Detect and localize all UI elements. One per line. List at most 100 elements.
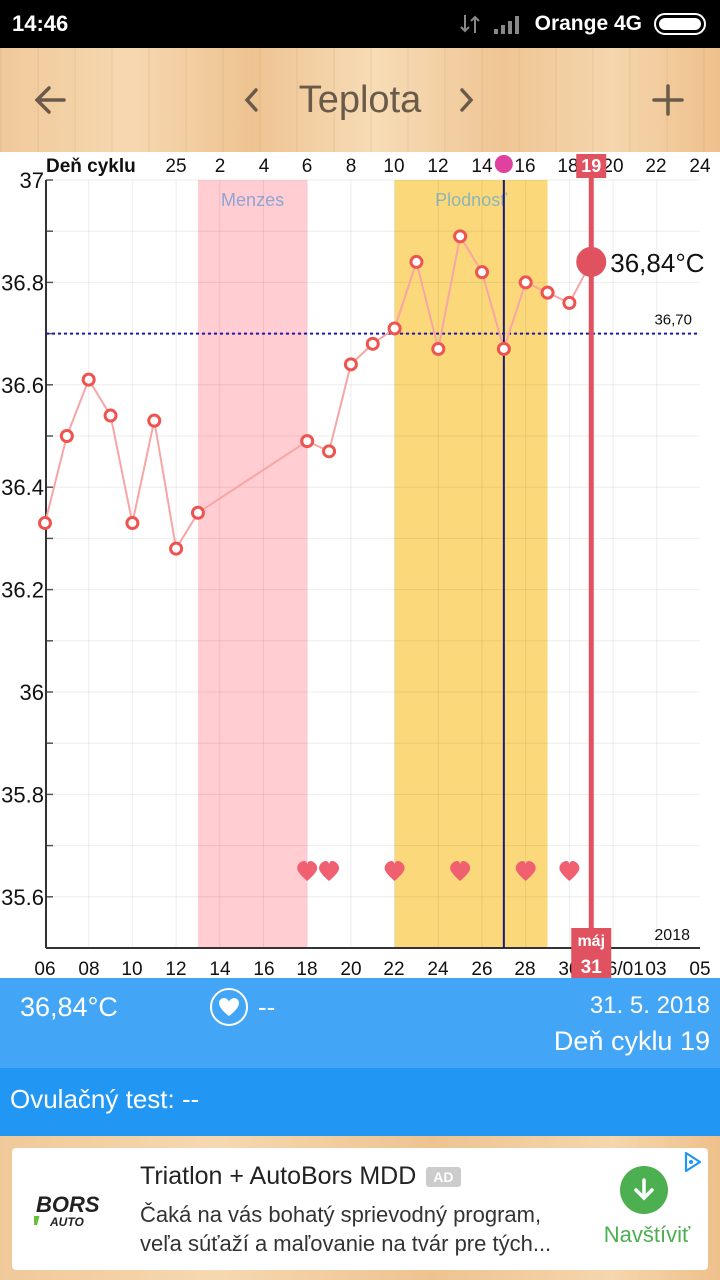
y-tick-label: 36.4 <box>1 475 44 500</box>
selected-temperature-point <box>576 246 607 277</box>
back-button[interactable] <box>18 48 82 152</box>
band-label-0: Menzes <box>221 190 284 210</box>
intercourse-heart-icon <box>319 861 340 881</box>
selected-cycle-day-box <box>576 154 607 178</box>
selected-date-label: 31 <box>581 957 603 978</box>
svg-text:AUTO: AUTO <box>49 1215 84 1229</box>
temperature-point <box>365 336 380 351</box>
cycle-tick-label: 18 <box>557 156 578 177</box>
advertiser-logo: BORS AUTO <box>34 1192 100 1229</box>
date-tick-label: 18 <box>296 959 317 978</box>
battery-icon <box>654 13 706 35</box>
selected-cycle-day: Deň cyklu 19 <box>553 1026 710 1056</box>
coverline-label: 36,70 <box>654 312 692 329</box>
selected-temperature-label: 36,84°C <box>610 248 704 278</box>
ad-download-icon[interactable] <box>620 1166 668 1214</box>
ad-banner[interactable]: BORS AUTO Triatlon + AutoBors MDD AD Čak… <box>12 1148 708 1270</box>
date-tick-label: 10 <box>121 959 142 978</box>
date-tick-label: 05 <box>689 959 710 978</box>
temperature-point <box>431 341 446 356</box>
intercourse-button[interactable] <box>210 988 248 1026</box>
toolbar: Teplota <box>0 48 720 152</box>
selected-temperature: 36,84°C <box>20 992 118 1022</box>
cycle-tick-label: 2 <box>215 156 226 177</box>
temperature-point <box>496 341 511 356</box>
year-label: 2018 <box>654 927 690 944</box>
arrow-down-icon <box>634 1178 654 1201</box>
temperature-point <box>562 295 577 310</box>
intercourse-value: -- <box>258 992 276 1022</box>
selected-cycle-day-label: 19 <box>581 156 601 176</box>
selected-date: 31. 5. 2018 <box>589 992 710 1019</box>
temperature-point <box>409 254 424 269</box>
previous-button[interactable] <box>230 48 274 152</box>
heart-icon <box>219 998 239 1016</box>
add-button[interactable] <box>636 48 700 152</box>
temperature-chart[interactable]: Menzes Plodnosť 37 36.8 36.6 36.4 36.2 36 35.8 35… <box>0 152 720 978</box>
temperature-point <box>518 275 533 290</box>
band-0 <box>197 180 308 948</box>
cycle-axis-label: Deň cyklu <box>46 156 136 177</box>
y-tick-label: 37 <box>20 168 44 193</box>
status-bar: 14:46 Orange 4G <box>0 0 720 48</box>
month-label: máj <box>577 933 605 950</box>
temperature-point <box>475 265 489 280</box>
svg-text:BORS: BORS <box>36 1192 100 1217</box>
date-tick-label: 22 <box>383 959 404 978</box>
cycle-tick-label: 14 <box>471 156 493 177</box>
date-tick-label: 12 <box>165 959 186 978</box>
temperature-point <box>387 321 402 336</box>
intercourse-heart-icon <box>384 861 405 881</box>
selected-day-info[interactable]: 36,84°C -- 31. 5. 2018 Deň cyklu 19 <box>0 978 720 1068</box>
y-tick-label: 36 <box>20 680 44 705</box>
temperature-point <box>147 413 162 428</box>
adchoices-icon[interactable] <box>680 1150 704 1174</box>
signal-icon <box>493 16 519 34</box>
ad-container: BORS AUTO Triatlon + AutoBors MDD AD Čak… <box>0 1136 720 1280</box>
page-title: Teplota <box>298 79 422 121</box>
temperature-point <box>81 372 96 387</box>
ad-description: Čaká na vás bohatý sprievodný program, v… <box>140 1202 552 1256</box>
cycle-tick-label: 10 <box>383 156 404 177</box>
date-tick-label: 03 <box>645 959 666 978</box>
date-tick-label: 24 <box>427 959 449 978</box>
y-tick-label: 36.8 <box>1 270 44 295</box>
temperature-point <box>125 516 140 531</box>
ovulation-test-row[interactable]: Ovulačný test: -- <box>0 1068 720 1136</box>
temperature-point <box>343 357 358 372</box>
ovulation-test-label: Ovulačný test: -- <box>10 1084 200 1114</box>
y-tick-label: 35.8 <box>1 782 44 807</box>
temperature-point <box>190 505 205 520</box>
temperature-point <box>540 285 555 300</box>
band-label-1: Plodnosť <box>435 190 507 210</box>
plus-icon <box>652 84 684 116</box>
temperature-point <box>453 229 468 244</box>
band-1 <box>394 180 548 948</box>
date-tick-label: 26 <box>471 959 492 978</box>
selected-date-box <box>571 928 612 978</box>
chart-background <box>0 152 720 978</box>
temperature-point <box>38 516 52 531</box>
status-time: 14:46 <box>12 11 69 36</box>
temperature-point <box>322 444 337 459</box>
cycle-tick-label: 6 <box>302 156 313 177</box>
date-tick-label: 14 <box>209 959 231 978</box>
temperature-point <box>300 434 315 449</box>
date-tick-label: 08 <box>78 959 99 978</box>
cycle-tick-label: 16 <box>514 156 535 177</box>
next-button[interactable] <box>444 48 488 152</box>
temperature-point <box>59 429 74 443</box>
ad-visit-button[interactable]: Navštíviť <box>603 1222 691 1247</box>
chevron-right-icon <box>460 88 474 112</box>
intercourse-heart-icon <box>450 861 471 881</box>
date-tick-label: 16 <box>253 959 274 978</box>
carrier-label: Orange 4G <box>534 12 642 35</box>
cycle-tick-label: 24 <box>689 156 711 177</box>
temperature-point <box>169 541 184 556</box>
ovulation-marker <box>494 155 513 173</box>
data-transfer-icon <box>459 15 480 33</box>
cycle-tick-label: 8 <box>346 156 357 177</box>
intercourse-heart-icon <box>297 861 318 881</box>
chevron-left-icon <box>244 88 258 112</box>
y-tick-label: 36.6 <box>1 373 44 398</box>
